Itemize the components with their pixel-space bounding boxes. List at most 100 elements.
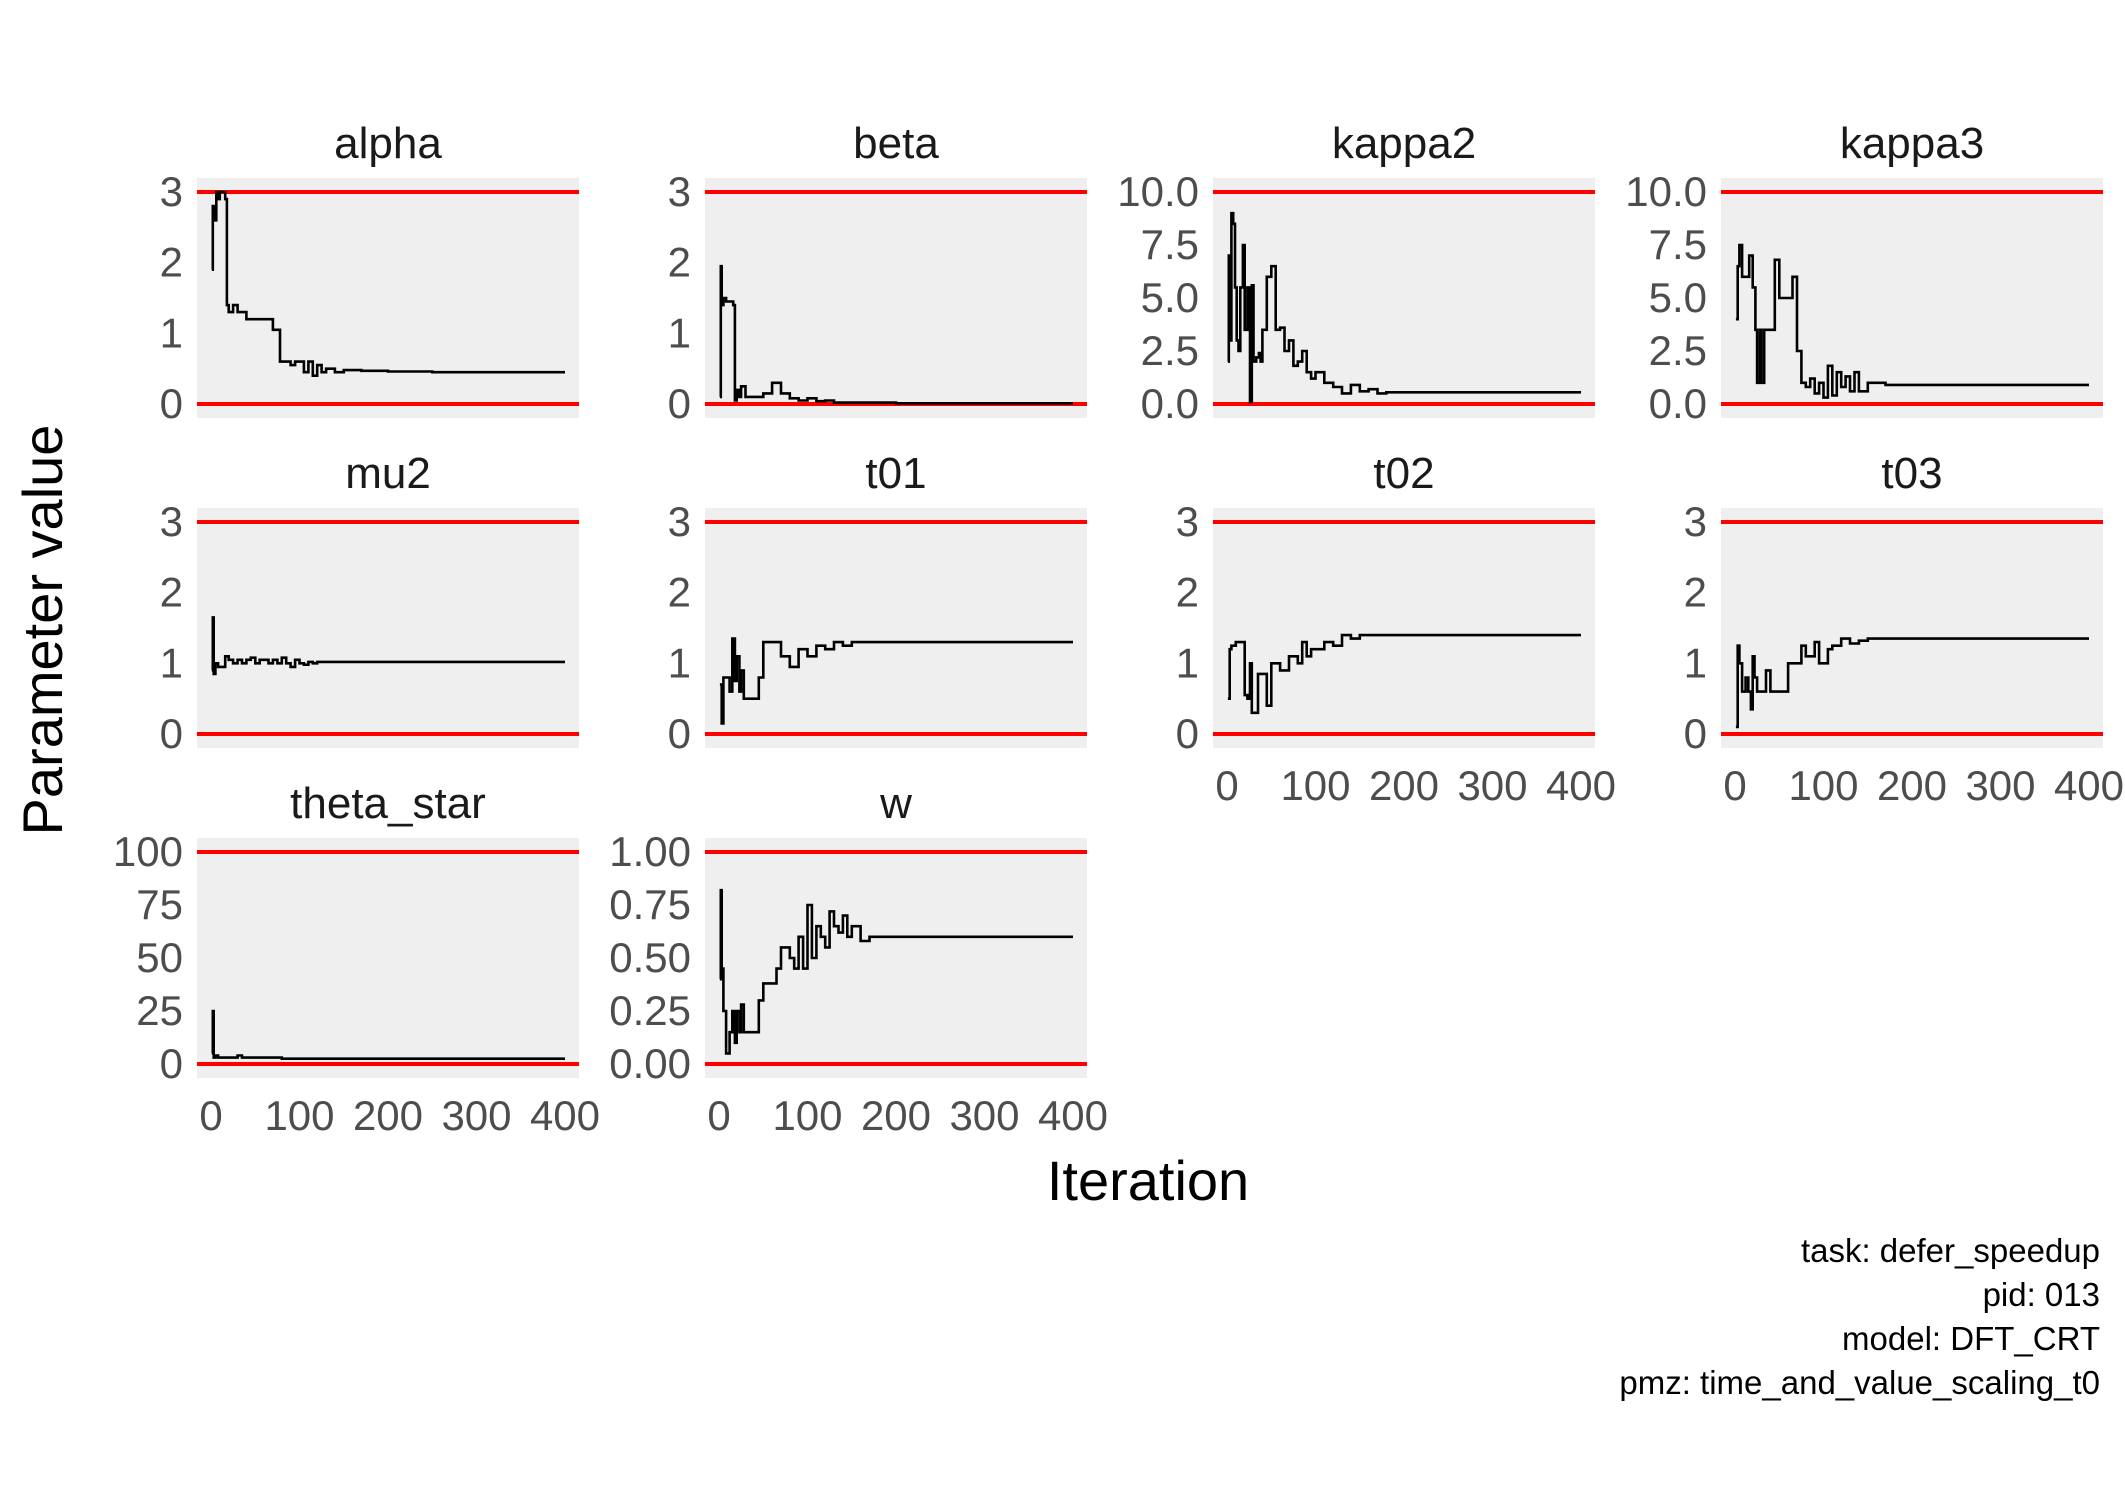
caption-line-task: task: defer_speedup bbox=[1801, 1232, 2100, 1269]
y-tick-label: 2.5 bbox=[1141, 327, 1199, 374]
y-tick-label: 7.5 bbox=[1141, 221, 1199, 268]
panel-t01: t01 0 1 2 3 bbox=[668, 449, 1087, 757]
y-tick-label: 1 bbox=[160, 639, 183, 686]
panel-alpha: alpha 0 1 2 3 bbox=[160, 119, 579, 427]
y-tick-label: 0 bbox=[668, 380, 691, 427]
x-tick-label: 400 bbox=[1546, 762, 1616, 809]
y-tick-label: 3 bbox=[1684, 498, 1707, 545]
y-tick-label: 5.0 bbox=[1141, 274, 1199, 321]
panel-t02: t02 0 1 2 3 0 100 200 300 400 bbox=[1176, 449, 1616, 809]
panel-background bbox=[705, 838, 1087, 1078]
y-axis-title: Parameter value bbox=[11, 425, 74, 836]
trace-line-kappa3 bbox=[1735, 243, 2089, 399]
y-tick-label: 0 bbox=[160, 380, 183, 427]
x-tick-label: 0 bbox=[707, 1092, 730, 1139]
panel-background bbox=[1213, 508, 1595, 748]
y-tick-label: 0.00 bbox=[609, 1040, 691, 1087]
y-tick-label: 10.0 bbox=[1117, 168, 1199, 215]
y-tick-label: 3 bbox=[1176, 498, 1199, 545]
y-tick-label: 1 bbox=[668, 309, 691, 356]
y-tick-label: 0 bbox=[160, 1040, 183, 1087]
y-tick-label: 75 bbox=[136, 881, 183, 928]
y-tick-label: 1.00 bbox=[609, 828, 691, 875]
panel-title: t01 bbox=[865, 449, 926, 498]
panel-title: kappa3 bbox=[1840, 119, 1984, 168]
y-tick-label: 1 bbox=[1176, 639, 1199, 686]
trace-line-beta bbox=[719, 264, 1073, 405]
y-tick-label: 7.5 bbox=[1649, 221, 1707, 268]
y-tick-label: 0 bbox=[1176, 710, 1199, 757]
y-tick-label: 0 bbox=[160, 710, 183, 757]
panel-w: w 0.00 0.25 0.50 0.75 1.00 0 100 200 300 400 bbox=[609, 779, 1108, 1139]
x-tick-label: 300 bbox=[1965, 762, 2035, 809]
y-tick-label: 50 bbox=[136, 934, 183, 981]
panel-title: theta_star bbox=[290, 779, 486, 828]
facet-panels: alpha0123beta0123kappa20.02.55.07.510.0k… bbox=[113, 119, 2124, 1139]
y-tick-label: 3 bbox=[160, 168, 183, 215]
panel-title: mu2 bbox=[345, 449, 431, 498]
x-tick-label: 0 bbox=[1215, 762, 1238, 809]
panel-background bbox=[197, 178, 579, 418]
caption-line-pid: pid: 013 bbox=[1983, 1276, 2100, 1313]
y-tick-label: 2 bbox=[668, 569, 691, 616]
x-tick-label: 300 bbox=[949, 1092, 1019, 1139]
y-tick-label: 5.0 bbox=[1649, 274, 1707, 321]
panel-title: w bbox=[879, 779, 912, 828]
panel-title: kappa2 bbox=[1332, 119, 1476, 168]
x-tick-label: 0 bbox=[1723, 762, 1746, 809]
y-tick-label: 2 bbox=[160, 239, 183, 286]
panel-mu2: mu2 0 1 2 3 bbox=[160, 449, 579, 757]
x-tick-label: 200 bbox=[861, 1092, 931, 1139]
y-tick-label: 0 bbox=[668, 710, 691, 757]
panel-background bbox=[1721, 508, 2103, 748]
x-tick-label: 400 bbox=[1038, 1092, 1108, 1139]
x-tick-label: 300 bbox=[441, 1092, 511, 1139]
caption-line-model: model: DFT_CRT bbox=[1842, 1320, 2100, 1357]
trace-line-w bbox=[719, 888, 1073, 1055]
trace-line-theta-star bbox=[211, 1009, 565, 1060]
x-tick-label: 100 bbox=[264, 1092, 334, 1139]
trace-line-t01 bbox=[719, 637, 1073, 725]
trace-line-alpha bbox=[211, 190, 565, 377]
panel-background bbox=[197, 508, 579, 748]
panel-title: t03 bbox=[1881, 449, 1942, 498]
y-tick-label: 2 bbox=[1176, 569, 1199, 616]
x-tick-label: 200 bbox=[1877, 762, 1947, 809]
y-tick-label: 10.0 bbox=[1625, 168, 1707, 215]
panel-t03: t03 0 1 2 3 0 100 200 300 400 bbox=[1684, 449, 2124, 809]
panel-background bbox=[705, 508, 1087, 748]
panel-background bbox=[1213, 178, 1595, 418]
panel-kappa3: kappa3 0.0 2.5 5.0 7.5 10.0 bbox=[1625, 119, 2103, 427]
y-tick-label: 2 bbox=[668, 239, 691, 286]
x-tick-label: 100 bbox=[772, 1092, 842, 1139]
y-tick-label: 0 bbox=[1684, 710, 1707, 757]
y-tick-label: 100 bbox=[113, 828, 183, 875]
trace-line-kappa2 bbox=[1227, 211, 1581, 404]
y-tick-label: 25 bbox=[136, 987, 183, 1034]
x-tick-label: 400 bbox=[2054, 762, 2124, 809]
x-tick-label: 100 bbox=[1280, 762, 1350, 809]
y-tick-label: 3 bbox=[668, 498, 691, 545]
caption: task: defer_speedup pid: 013 model: DFT_… bbox=[1619, 1232, 2100, 1401]
y-tick-label: 3 bbox=[160, 498, 183, 545]
trace-line-t03 bbox=[1735, 637, 2089, 729]
x-tick-label: 200 bbox=[1369, 762, 1439, 809]
panel-background bbox=[705, 178, 1087, 418]
trace-line-t02 bbox=[1227, 633, 1581, 715]
panel-title: alpha bbox=[334, 119, 442, 168]
y-tick-label: 2.5 bbox=[1649, 327, 1707, 374]
y-tick-label: 1 bbox=[668, 639, 691, 686]
y-tick-label: 3 bbox=[668, 168, 691, 215]
panel-title: t02 bbox=[1373, 449, 1434, 498]
x-tick-label: 100 bbox=[1788, 762, 1858, 809]
y-tick-label: 0.75 bbox=[609, 881, 691, 928]
y-tick-label: 0.50 bbox=[609, 934, 691, 981]
y-tick-label: 2 bbox=[160, 569, 183, 616]
y-tick-label: 2 bbox=[1684, 569, 1707, 616]
x-tick-label: 200 bbox=[353, 1092, 423, 1139]
panel-background bbox=[197, 838, 579, 1078]
caption-line-pmz: pmz: time_and_value_scaling_t0 bbox=[1619, 1364, 2100, 1401]
x-axis-title: Iteration bbox=[1047, 1149, 1249, 1212]
trace-line-mu2 bbox=[211, 616, 565, 676]
